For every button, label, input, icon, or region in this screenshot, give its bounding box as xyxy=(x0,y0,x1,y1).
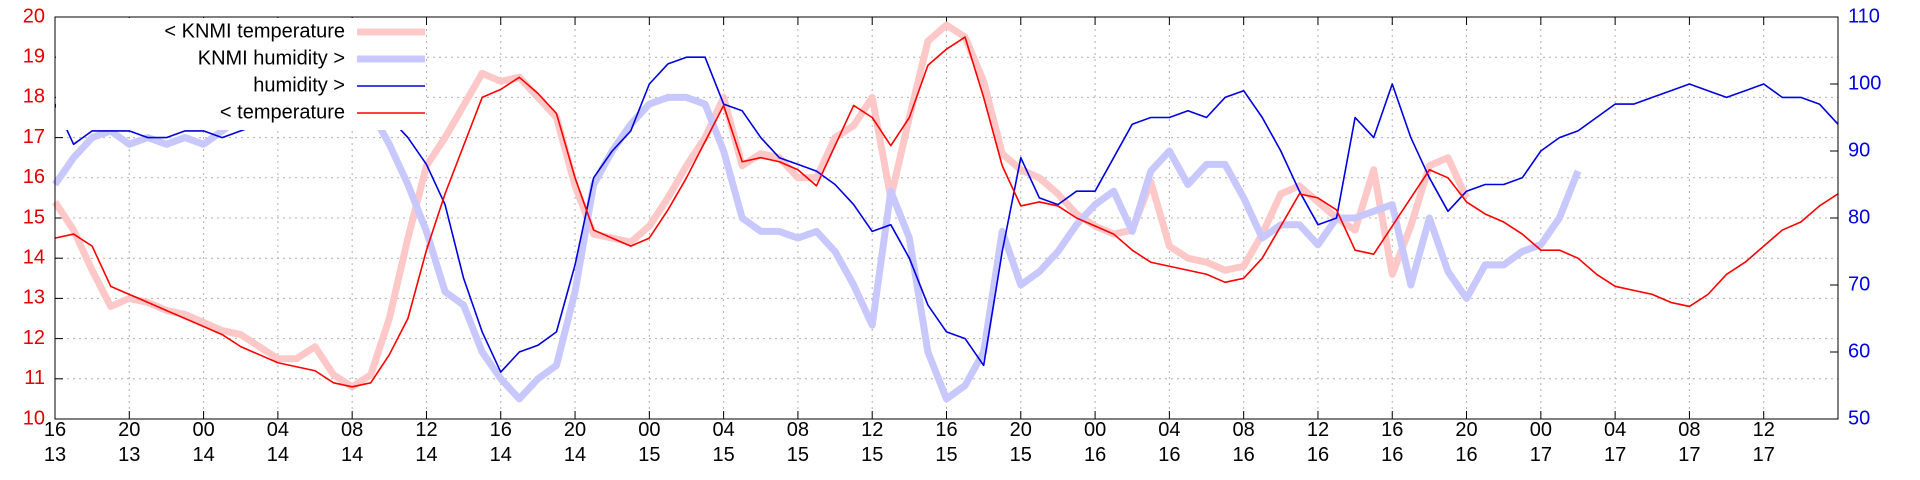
x-tick-label: 16 16 xyxy=(1381,419,1404,466)
y-tick-label: 18 xyxy=(23,86,45,108)
y-tick-label: 14 xyxy=(23,246,45,268)
legend-label: < temperature xyxy=(220,101,345,123)
y2-tick-label: 60 xyxy=(1848,340,1870,362)
x-tick-label: 16 15 xyxy=(935,419,958,466)
x-tick-label: 12 15 xyxy=(861,419,884,466)
data-line xyxy=(52,21,1470,391)
x-tick-label: 04 16 xyxy=(1158,419,1181,466)
x-tick-label: 16 13 xyxy=(43,419,67,466)
x-tick-label: 04 14 xyxy=(266,419,289,466)
y-tick-label: 12 xyxy=(23,327,45,349)
x-tick-label: 20 14 xyxy=(563,419,587,466)
x-tick-label: 20 16 xyxy=(1455,419,1478,466)
y-tick-label: 20 xyxy=(23,5,45,27)
x-tick-label: 08 15 xyxy=(786,419,810,466)
y2-tick-label: 50 xyxy=(1848,407,1870,429)
x-tick-label: 12 17 xyxy=(1752,419,1775,466)
y2-tick-label: 80 xyxy=(1848,206,1870,228)
legend-label: KNMI humidity > xyxy=(198,47,345,69)
y-tick-label: 11 xyxy=(24,367,45,389)
data-line xyxy=(54,36,1839,388)
legend-box xyxy=(56,18,426,130)
x-tick-label: 08 14 xyxy=(341,419,364,466)
x-tick-label: 16 14 xyxy=(489,419,512,466)
x-tick-label: 20 13 xyxy=(118,419,141,466)
x-tick-label: 00 15 xyxy=(638,419,661,466)
y-tick-label: 17 xyxy=(23,126,45,148)
legend-label: < KNMI temperature xyxy=(164,20,345,42)
data-line xyxy=(52,93,1582,403)
x-tick-label: 12 16 xyxy=(1306,419,1330,466)
x-tick-label: 04 17 xyxy=(1604,419,1627,466)
x-tick-label: 08 17 xyxy=(1678,419,1701,466)
legend-label: humidity > xyxy=(253,74,345,96)
y-tick-label: 19 xyxy=(23,45,45,67)
y2-tick-label: 70 xyxy=(1848,273,1870,295)
y-tick-label: 13 xyxy=(23,287,45,309)
x-tick-label: 12 14 xyxy=(415,419,438,466)
x-tick-label: 04 15 xyxy=(712,419,735,466)
x-tick-label: 20 15 xyxy=(1009,419,1032,466)
x-tick-label: 00 16 xyxy=(1083,419,1107,466)
y-tick-label: 15 xyxy=(23,206,45,228)
x-tick-label: 08 16 xyxy=(1232,419,1255,466)
y2-tick-label: 90 xyxy=(1848,139,1870,161)
x-tick-label: 00 17 xyxy=(1529,419,1552,466)
y2-tick-label: 110 xyxy=(1848,5,1880,27)
y-tick-label: 10 xyxy=(23,407,45,429)
y-tick-label: 16 xyxy=(23,166,45,188)
plot-frame xyxy=(54,16,1839,420)
y2-tick-label: 100 xyxy=(1848,72,1881,94)
x-tick-label: 00 14 xyxy=(192,419,215,466)
